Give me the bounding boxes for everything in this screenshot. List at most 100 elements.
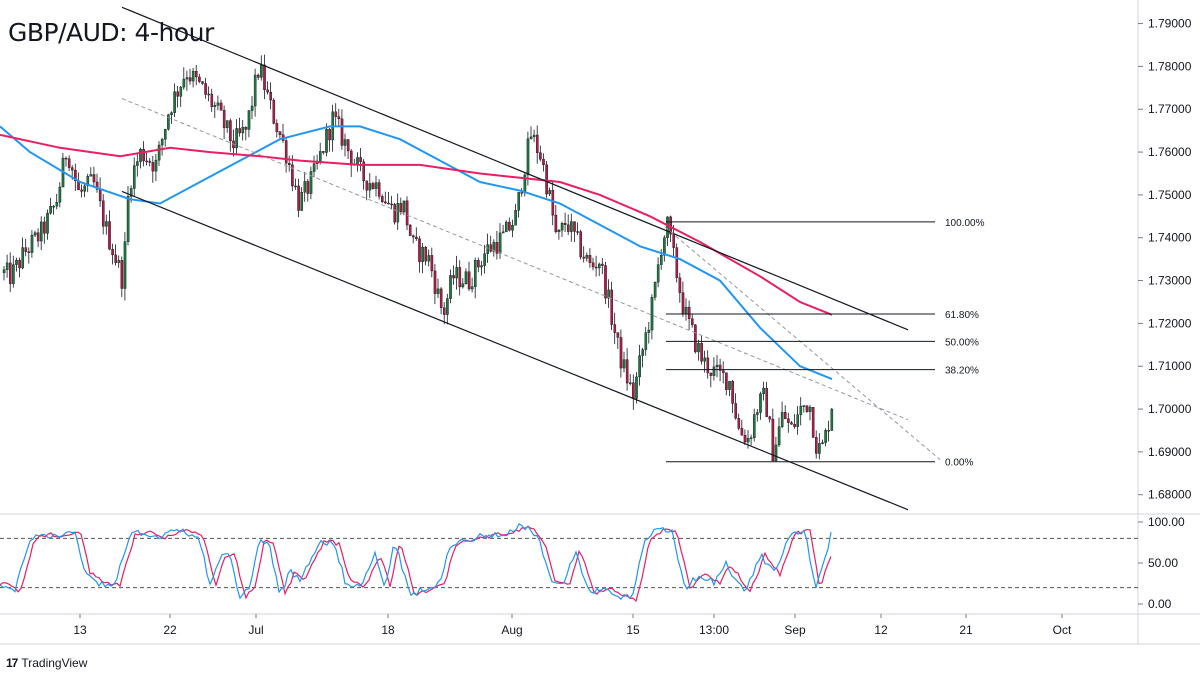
candle-bull (480, 265, 483, 268)
candle-bear (8, 262, 12, 284)
fib-level-label: 50.00% (945, 337, 979, 348)
oscillator-d-line (0, 525, 832, 603)
candle-bull (799, 405, 803, 415)
channel-lower-line (121, 190, 909, 511)
candle-bear (365, 180, 369, 191)
candle-bear (362, 161, 366, 182)
candle-bear (706, 357, 710, 374)
candle-bear (67, 158, 71, 168)
candle-bear (384, 201, 387, 204)
candle-bull (774, 444, 778, 462)
candle-bull (749, 437, 753, 439)
candle-bear (787, 418, 790, 423)
candle-bull (532, 134, 536, 138)
candle-bull (548, 190, 551, 195)
candle-bear (263, 64, 266, 91)
candle-bear (573, 221, 576, 232)
candle-bull (762, 387, 765, 394)
candle-bull (139, 149, 142, 162)
time-tick-label: 18 (381, 623, 395, 637)
tradingview-logo-icon: 17 (6, 656, 18, 670)
candle-bull (253, 74, 257, 107)
candle-bear (393, 204, 397, 223)
candle-bull (163, 128, 167, 140)
candle-bull (46, 212, 49, 234)
candle-bull (647, 329, 651, 333)
candle-bear (734, 403, 737, 419)
price-tick-label: 1.69000 (1148, 445, 1192, 459)
candle-bull (33, 232, 37, 236)
candle-bear (604, 265, 607, 299)
candle-bear (176, 91, 180, 97)
candle-bear (244, 127, 248, 130)
candle-bear (793, 424, 796, 427)
candle-bull (368, 183, 372, 191)
candle-bear (551, 190, 555, 216)
price-tick-label: 1.79000 (1148, 17, 1192, 31)
candle-bull (356, 157, 359, 165)
candle-bear (765, 387, 768, 417)
candle-bear (768, 416, 772, 420)
candle-bull (160, 139, 164, 146)
candle-bull (325, 129, 328, 153)
candle-bear (418, 238, 421, 262)
candle-bull (21, 247, 25, 269)
price-tick-label: 1.74000 (1148, 231, 1192, 245)
candle-bull (5, 262, 9, 270)
candle-bull (173, 91, 176, 113)
candle-bear (601, 263, 604, 266)
candle-bull (501, 231, 505, 234)
price-tick-label: 1.77000 (1148, 102, 1192, 116)
candle-bear (198, 76, 201, 82)
candle-bear (257, 74, 260, 78)
candle-bear (346, 139, 350, 152)
candle-bear (815, 437, 818, 454)
candle-bull (818, 443, 821, 454)
candle-bull (225, 120, 229, 129)
candle-bull (213, 105, 217, 107)
candle-bull (15, 259, 18, 265)
candle-bull (421, 247, 424, 262)
candle-bull (89, 174, 93, 177)
candle-bear (588, 255, 592, 263)
candle-bull (312, 163, 316, 172)
candle-bear (737, 418, 741, 429)
candle-bear (278, 131, 282, 135)
candle-bear (433, 270, 437, 294)
candle-bull (715, 364, 719, 368)
candle-bear (731, 381, 734, 404)
candle-bear (579, 231, 582, 258)
time-tick-label: Sep (784, 623, 806, 637)
candle-bear (266, 89, 269, 93)
candle-bull (241, 127, 245, 134)
candle-bear (322, 151, 325, 153)
time-tick-label: Oct (1053, 623, 1072, 637)
candle-bear (272, 99, 276, 124)
candle-bear (700, 343, 703, 362)
price-tick-label: 1.70000 (1148, 402, 1192, 416)
time-tick-label: 13:00 (699, 623, 729, 637)
candle-bear (201, 81, 204, 84)
candle-bull (191, 71, 195, 82)
candle-bear (452, 275, 455, 279)
candle-bear (591, 262, 595, 268)
candle-bull (182, 78, 186, 88)
candle-bull (167, 114, 170, 130)
candle-bear (114, 254, 117, 263)
candle-bull (455, 267, 459, 279)
candle-bull (756, 412, 759, 415)
candle-bull (294, 185, 297, 188)
price-tick-label: 1.73000 (1148, 274, 1192, 288)
candle-bear (718, 364, 722, 371)
candle-bear (145, 160, 149, 163)
candle-bear (725, 372, 728, 390)
candle-bull (374, 182, 378, 189)
candle-bear (567, 224, 570, 232)
candle-bull (309, 171, 313, 194)
candle-bear (120, 260, 124, 289)
candle-bull (170, 112, 173, 116)
candle-bear (238, 128, 242, 134)
candle-bear (24, 247, 28, 252)
candle-bear (334, 111, 338, 117)
candle-bear (790, 422, 793, 425)
